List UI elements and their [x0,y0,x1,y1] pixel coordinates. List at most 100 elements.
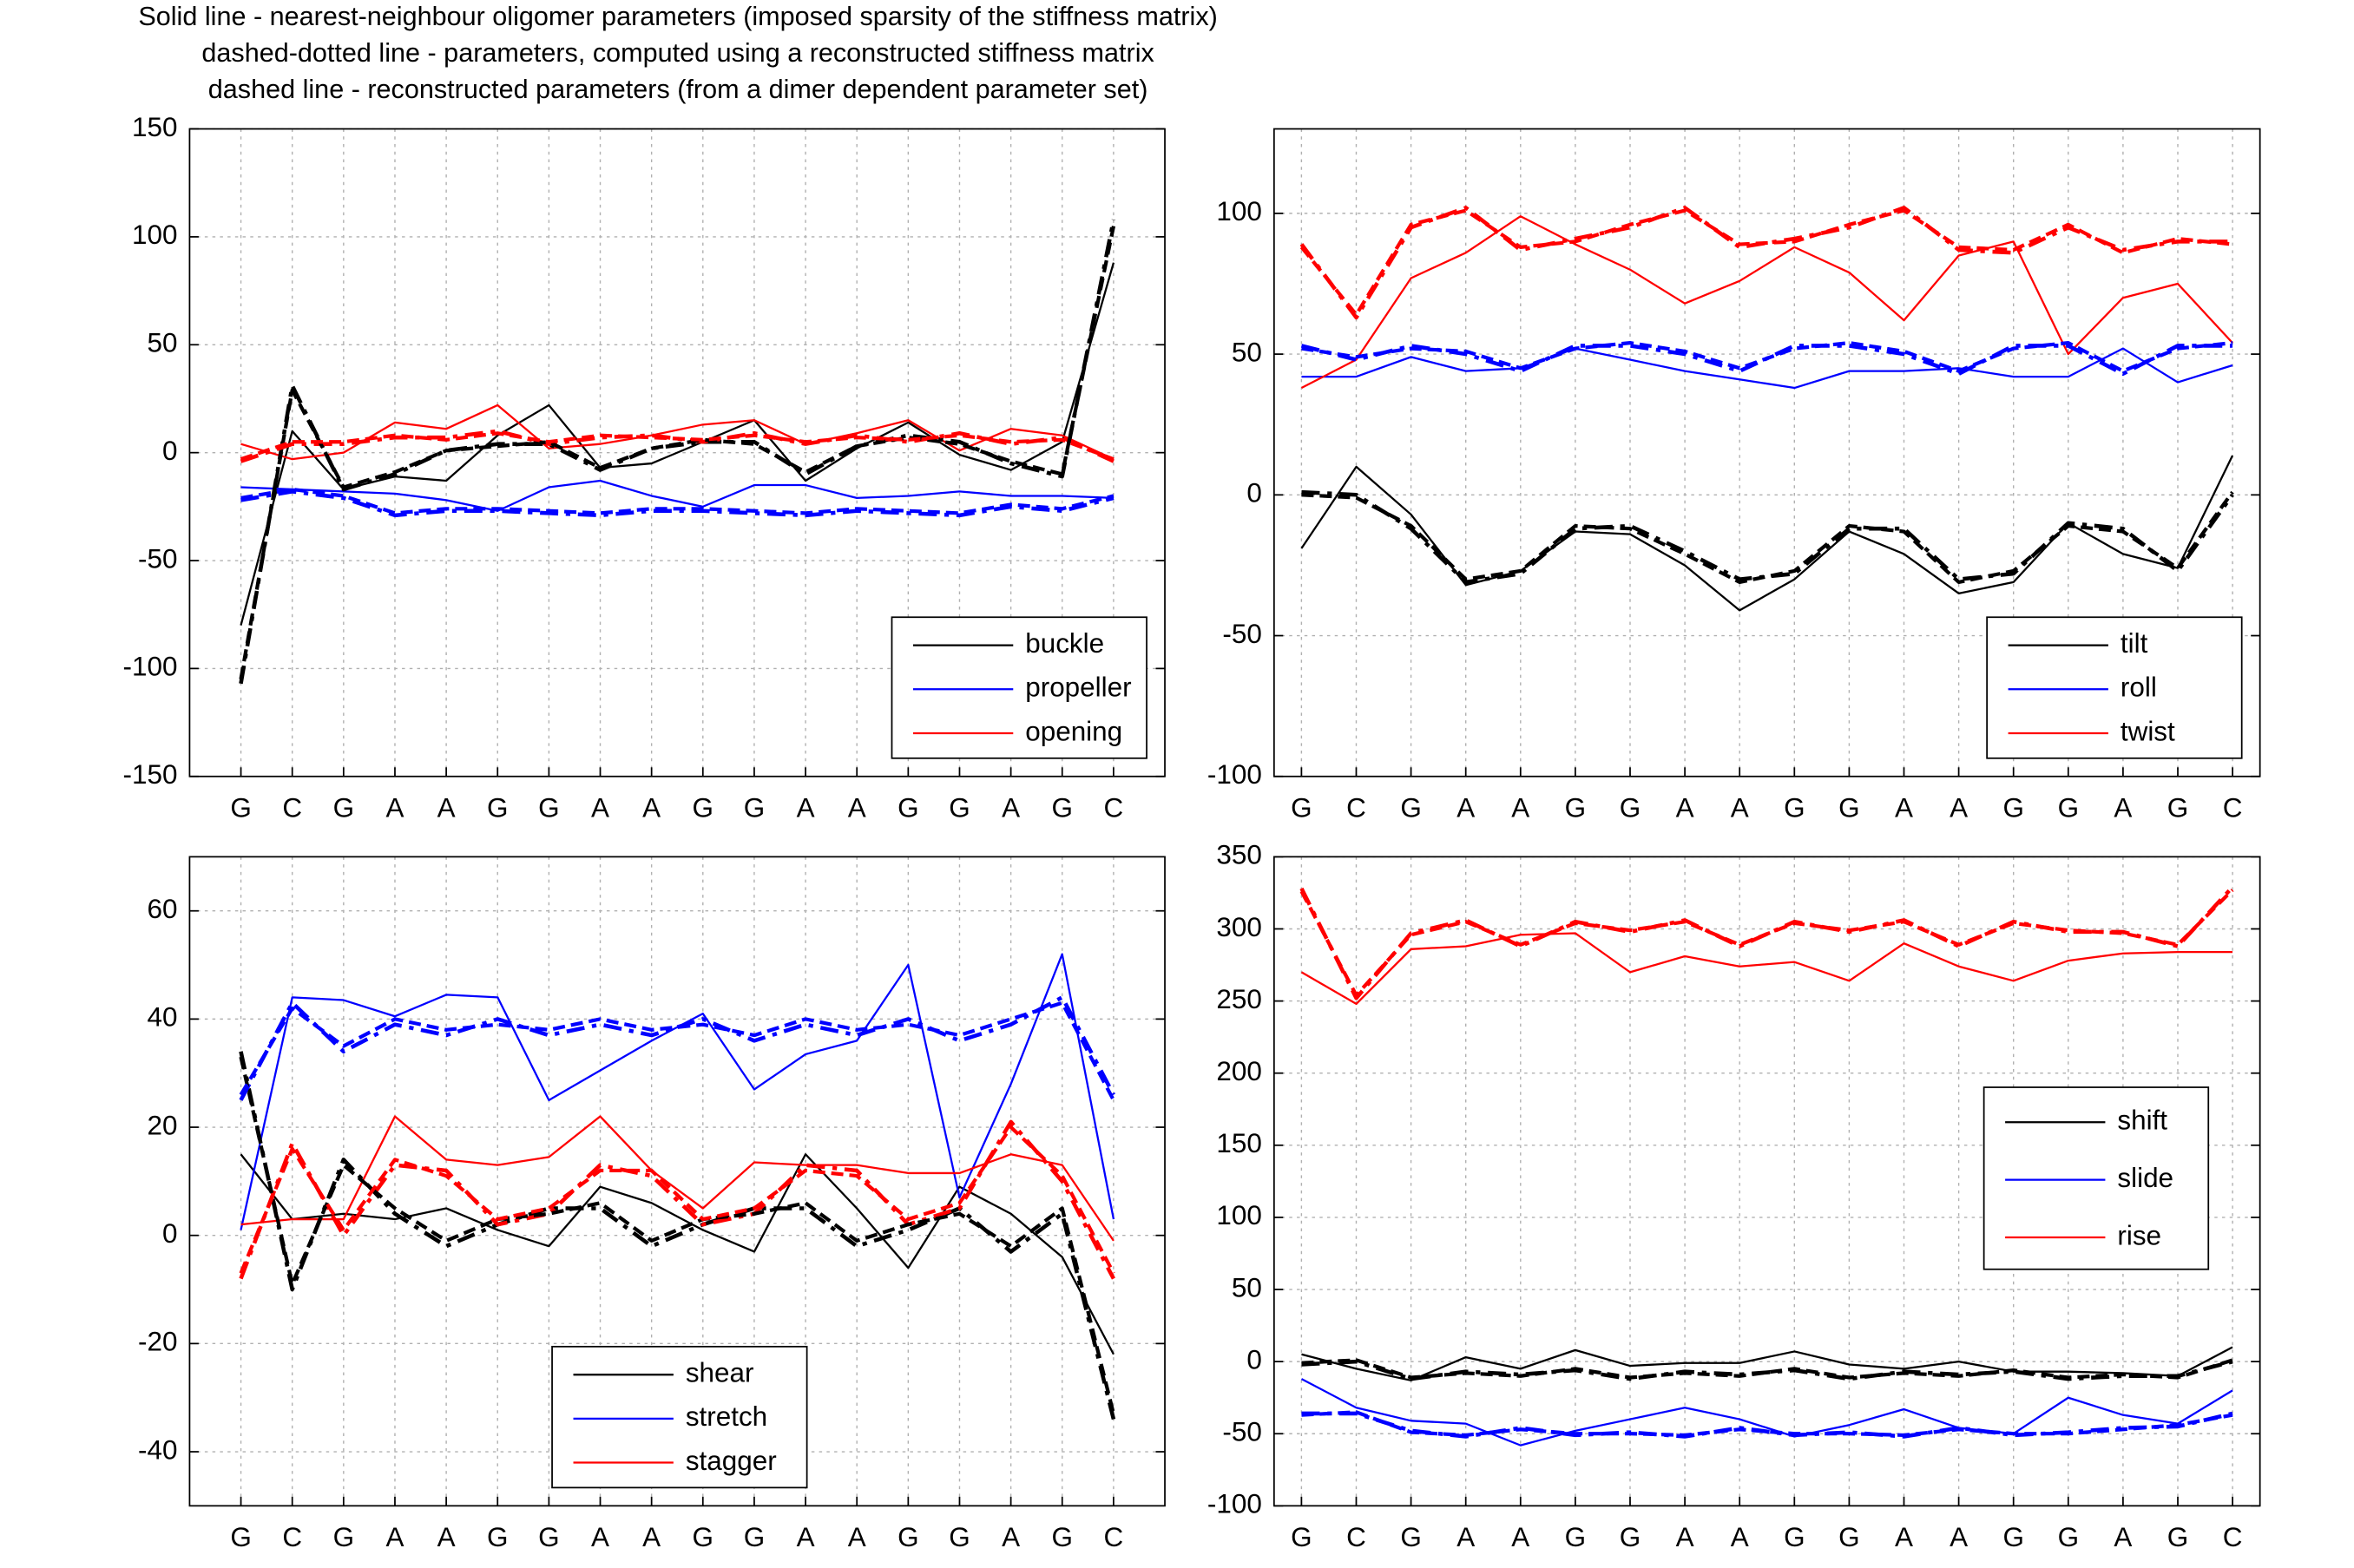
plot-frame [1272,856,2261,1507]
x-tick-label: G [1400,1522,1421,1552]
y-tick-label: -150 [123,759,178,790]
x-tick-label: G [898,793,918,823]
x-tick-label: G [693,1522,713,1552]
x-tick-label: G [1052,1522,1073,1552]
x-tick-label: G [1784,1522,1805,1552]
legend-box [891,616,1147,759]
x-tick-label: A [1002,1522,1020,1552]
x-tick-label: G [693,793,713,823]
x-tick-label: A [1511,793,1529,823]
x-tick-label: A [797,793,815,823]
x-tick-label: C [282,793,302,823]
y-tick-label: -100 [1207,1489,1262,1519]
series-line [239,995,1115,1101]
x-tick-label: G [1784,793,1805,823]
y-tick-label: 0 [162,436,177,466]
y-tick-label: 200 [1216,1056,1261,1086]
series-line [1300,1378,2233,1447]
x-tick-label: G [333,1522,354,1552]
x-tick-label: A [1731,793,1749,823]
y-tick-label: 60 [147,894,177,924]
series-line [240,953,1115,1230]
series-line [1301,1359,2233,1381]
x-tick-label: G [2058,793,2079,823]
legend-label: roll [2121,672,2157,703]
x-tick-label: A [1950,1522,1968,1552]
legend-label: propeller [1025,672,1131,703]
y-tick-label: 0 [1246,478,1261,508]
x-tick-label: C [1346,1522,1366,1552]
series-line [1300,215,2233,390]
x-tick-label: G [1400,793,1421,823]
y-tick-label: -50 [138,543,177,574]
series-line [239,1125,1115,1275]
x-tick-label: A [2114,1522,2132,1552]
figure-title-line: dashed-dotted line - parameters, compute… [201,38,1154,68]
y-tick-label: 40 [147,1002,177,1033]
x-tick-label: G [949,793,970,823]
y-tick-label: -100 [123,652,178,682]
x-tick-label: G [538,1522,559,1552]
figure-title-line: dashed line - reconstructed parameters (… [208,75,1148,104]
x-tick-label: A [437,1522,456,1552]
series-line [240,479,1115,512]
y-tick-label: -100 [1207,759,1262,790]
x-tick-label: A [2114,793,2132,823]
x-tick-label: A [385,793,404,823]
y-tick-label: 100 [1216,196,1261,226]
x-tick-label: G [744,793,765,823]
x-tick-label: G [2058,1522,2079,1552]
x-tick-label: A [385,1522,404,1552]
legend-box [1982,1086,2210,1270]
x-tick-label: G [1565,1522,1586,1552]
x-tick-label: A [848,793,866,823]
series-line [1300,455,2234,612]
x-tick-label: G [1565,793,1586,823]
x-tick-label: C [2223,793,2243,823]
plot-frame [1272,128,2261,777]
y-tick-label: -50 [1222,1417,1261,1447]
x-tick-label: A [1950,793,1968,823]
legend-box [1986,616,2243,759]
x-tick-label: G [1620,793,1641,823]
x-tick-label: G [2167,1522,2188,1552]
x-tick-label: G [487,793,508,823]
x-tick-label: G [1052,793,1073,823]
x-tick-label: A [1511,1522,1529,1552]
y-tick-label: -40 [138,1434,177,1465]
y-tick-label: 50 [1232,1272,1262,1302]
legend-label: tilt [2121,628,2148,659]
y-tick-label: 100 [132,220,177,250]
series-line [240,1115,1115,1242]
y-tick-label: 150 [132,112,177,142]
plot-frame [188,128,1166,777]
x-tick-label: A [1676,793,1694,823]
series-line [240,431,1115,462]
x-tick-label: G [1838,793,1859,823]
legend-label: rise [2117,1220,2161,1250]
x-tick-label: A [437,793,456,823]
y-tick-label: 50 [147,328,177,358]
x-tick-label: G [1838,1522,1859,1552]
legend-label: opening [1025,716,1122,746]
x-tick-label: G [538,793,559,823]
series-line [1301,347,2233,390]
legend-label: shift [2117,1105,2167,1136]
x-tick-label: G [2167,793,2188,823]
x-tick-label: C [1104,793,1124,823]
x-tick-label: C [1346,793,1366,823]
x-tick-label: A [591,1522,609,1552]
x-tick-label: C [1104,1522,1124,1552]
y-tick-label: 250 [1216,984,1261,1014]
plot-frame [188,856,1166,1507]
series-line [1301,341,2233,373]
series-line [239,1119,1115,1280]
x-tick-label: G [1620,1522,1641,1552]
legend-label: buckle [1025,628,1104,659]
x-tick-label: G [333,793,354,823]
x-tick-label: G [2002,1522,2023,1552]
x-tick-label: A [797,1522,815,1552]
series-line [1301,1346,2233,1381]
x-tick-label: A [591,793,609,823]
